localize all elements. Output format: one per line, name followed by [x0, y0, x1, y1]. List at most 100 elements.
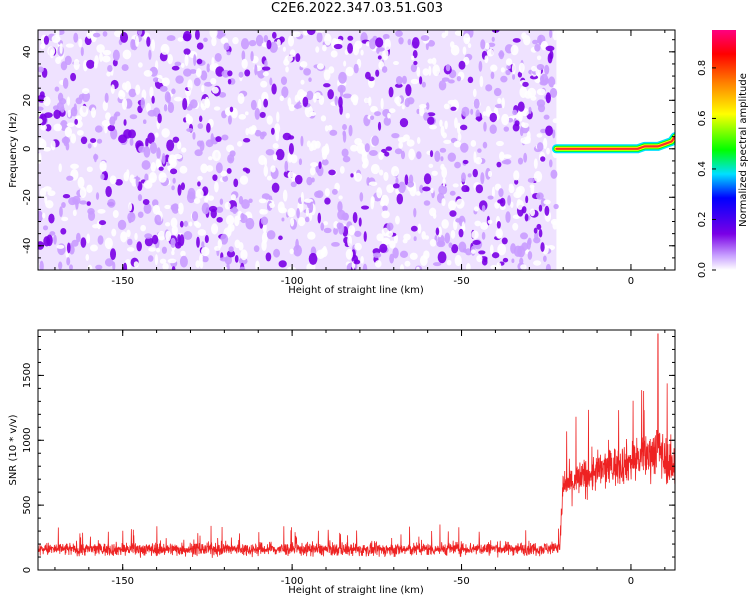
noise-blob: [74, 118, 78, 125]
noise-blob: [334, 95, 339, 106]
noise-blob: [227, 70, 233, 77]
noise-blob: [413, 207, 417, 218]
noise-blob: [226, 168, 232, 174]
noise-blob: [55, 56, 62, 64]
noise-blob: [279, 95, 284, 102]
noise-blob: [490, 264, 498, 270]
noise-blob: [533, 158, 538, 169]
noise-blob: [107, 124, 116, 132]
noise-blob: [386, 222, 394, 231]
noise-blob: [263, 98, 269, 108]
noise-blob: [238, 113, 247, 120]
noise-blob: [499, 197, 506, 207]
noise-blob: [204, 235, 209, 244]
noise-blob: [519, 257, 524, 265]
noise-blob: [70, 72, 77, 82]
noise-blob: [142, 199, 150, 205]
noise-blob: [354, 172, 362, 182]
noise-blob: [154, 214, 162, 225]
noise-blob: [214, 52, 222, 62]
noise-blob: [517, 157, 524, 165]
noise-blob: [439, 147, 447, 153]
noise-blob: [441, 198, 446, 207]
noise-blob: [442, 177, 446, 187]
noise-blob: [64, 55, 72, 66]
noise-blob: [47, 190, 56, 197]
noise-blob: [400, 150, 406, 160]
noise-blob: [423, 200, 431, 206]
noise-blob: [331, 242, 340, 247]
noise-blob: [142, 119, 147, 124]
noise-blob: [93, 61, 98, 69]
noise-blob: [79, 186, 87, 199]
noise-blob: [104, 237, 113, 250]
noise-blob: [266, 39, 272, 50]
noise-blob: [241, 50, 246, 61]
noise-blob: [487, 195, 494, 200]
colorbar-gradient: [712, 30, 736, 270]
noise-blob: [80, 136, 88, 145]
noise-blob: [97, 235, 104, 245]
noise-blob: [170, 168, 178, 175]
noise-blob: [320, 115, 327, 122]
noise-blob: [95, 192, 100, 200]
noise-blob: [79, 105, 89, 117]
noise-blob: [240, 38, 250, 50]
snr-plot-area: [38, 330, 675, 570]
noise-blob: [500, 67, 505, 73]
noise-blob: [128, 88, 137, 98]
noise-blob: [521, 122, 529, 129]
noise-blob: [193, 220, 200, 227]
figure-title: C2E6.2022.347.03.51.G03: [270, 1, 444, 16]
noise-blob: [240, 249, 248, 261]
noise-blob: [228, 246, 234, 253]
noise-blob: [151, 234, 159, 245]
noise-blob: [552, 220, 558, 230]
noise-blob: [152, 77, 160, 83]
noise-blob: [201, 202, 210, 215]
noise-blob: [174, 61, 182, 66]
noise-blob: [161, 128, 170, 138]
noise-blob: [223, 42, 230, 51]
noise-blob: [203, 37, 208, 42]
noise-blob: [306, 263, 312, 270]
noise-blob: [519, 232, 529, 240]
noise-blob: [416, 66, 421, 77]
x-tick-label: -100: [281, 276, 304, 287]
noise-blob: [232, 206, 238, 215]
noise-blob: [266, 230, 276, 240]
noise-blob: [377, 121, 382, 131]
noise-blob: [61, 202, 66, 209]
noise-blob: [308, 143, 314, 152]
noise-blob: [41, 212, 46, 219]
noise-blob: [363, 231, 367, 242]
noise-blob: [196, 58, 203, 65]
noise-blob: [118, 90, 126, 100]
noise-blob: [328, 169, 336, 176]
noise-blob: [45, 200, 54, 209]
noise-blob: [522, 81, 529, 87]
noise-blob: [268, 202, 275, 208]
noise-blob: [194, 149, 203, 157]
y-tick-label: 500: [22, 496, 33, 515]
noise-blob: [478, 60, 483, 72]
noise-blob: [453, 140, 462, 148]
noise-blob: [462, 248, 467, 253]
noise-blob: [80, 46, 84, 57]
noise-blob: [409, 252, 418, 260]
noise-blob: [324, 143, 330, 155]
noise-blob: [135, 175, 139, 188]
noise-blob: [455, 218, 462, 223]
noise-blob: [510, 243, 517, 254]
noise-blob: [408, 148, 416, 161]
noise-blob: [66, 242, 71, 254]
noise-blob: [323, 227, 332, 234]
noise-blob: [410, 225, 418, 232]
noise-blob: [384, 151, 390, 157]
noise-blob: [543, 255, 547, 262]
noise-blob: [207, 195, 215, 201]
noise-blob: [300, 191, 304, 204]
noise-blob: [241, 58, 248, 69]
noise-blob: [285, 66, 289, 73]
